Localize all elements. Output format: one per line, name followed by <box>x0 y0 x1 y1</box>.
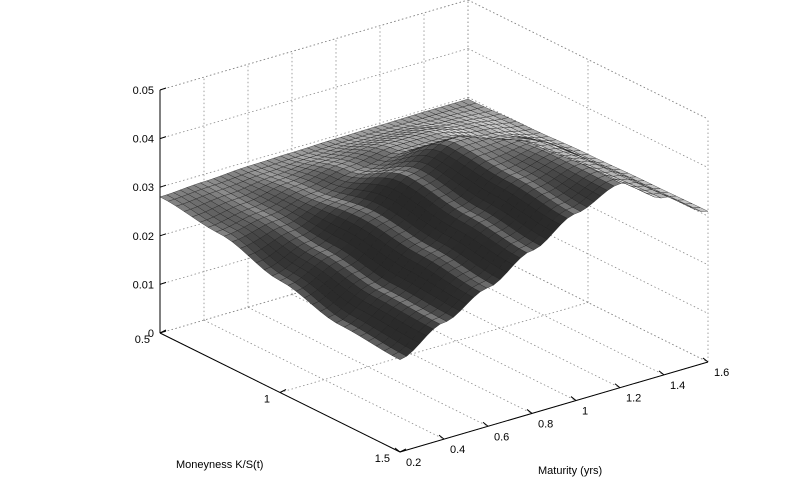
labels-layer: Maturity (yrs) Moneyness K/S(t) <box>176 459 602 477</box>
x-tick-label-6: 1.4 <box>670 380 685 392</box>
surface-cell-0-45 <box>460 98 477 106</box>
x-tick-label-5: 1.2 <box>626 393 641 405</box>
top-right-edge <box>467 0 709 120</box>
x-axis-label: Maturity (yrs) <box>538 465 602 477</box>
x-tick-6 <box>658 370 665 376</box>
surface-mesh <box>159 98 709 360</box>
x-tick-1 <box>438 434 445 440</box>
y-tick-label-2: 1.5 <box>375 453 390 465</box>
x-tick-2 <box>482 421 489 427</box>
x-tick-label-0: 0.2 <box>406 457 421 469</box>
wall-right-grid-z-4 <box>467 48 709 168</box>
wall-left-grid-z-4 <box>159 48 469 139</box>
top-back-edge <box>159 0 469 91</box>
floor-grid-x-2 <box>247 306 489 427</box>
z-tick-label-4: 0.04 <box>133 134 154 146</box>
x-tick-5 <box>614 383 621 389</box>
y-tick-0 <box>159 329 167 334</box>
z-tick-label-2: 0.02 <box>133 231 154 243</box>
x-tick-label-4: 1 <box>582 406 588 418</box>
x-tick-4 <box>570 396 577 401</box>
x-tick-label-1: 0.4 <box>450 444 465 456</box>
y-tick-2 <box>399 448 407 453</box>
z-tick-5 <box>159 87 167 91</box>
y-tick-label-0: 0.5 <box>135 334 150 346</box>
z-tick-label-5: 0.05 <box>133 85 154 97</box>
z-tick-1 <box>159 281 167 285</box>
z-tick-2 <box>159 233 167 237</box>
wall-right-grid-z-3 <box>467 96 709 217</box>
x-tick-label-3: 0.8 <box>538 418 553 430</box>
z-tick-label-3: 0.03 <box>133 182 154 194</box>
axes-layer: 0 0.01 0.02 0.03 0.04 0.05 0.5 1 1.5 0.2 0.4 0.6 0.8… <box>133 85 730 469</box>
z-tick-label-0: 0 <box>148 328 154 340</box>
x-tick-0 <box>394 447 401 453</box>
wall-left-grid-z-3 <box>159 96 469 188</box>
x-tick-7 <box>702 357 709 363</box>
floor-grid-x-1 <box>203 319 445 440</box>
z-tick-4 <box>159 136 167 140</box>
y-tick-1 <box>279 389 287 393</box>
y-tick-label-1: 1 <box>264 394 270 406</box>
y-axis-label: Moneyness K/S(t) <box>176 459 263 471</box>
x-tick-label-7: 1.6 <box>714 367 729 379</box>
x-tick-3 <box>526 409 533 414</box>
x-axis-line <box>399 361 709 453</box>
z-tick-3 <box>159 184 167 188</box>
floor-grid-y-1 <box>279 302 589 393</box>
z-tick-label-1: 0.01 <box>133 279 154 291</box>
x-tick-label-2: 0.6 <box>494 431 509 443</box>
